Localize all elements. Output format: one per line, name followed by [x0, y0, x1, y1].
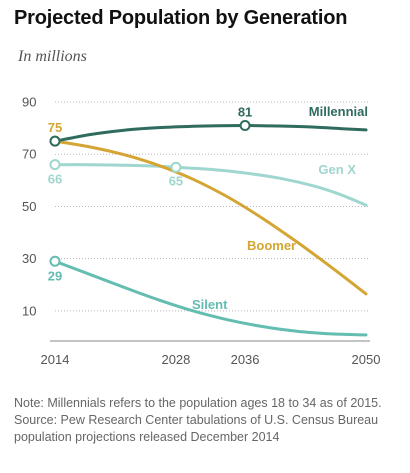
millennial-series-label: Millennial — [309, 104, 368, 119]
y-tick-label: 10 — [22, 303, 36, 318]
series-labels: 66 65 29 75 81 Gen X Silent Boomer Millennial — [48, 104, 368, 312]
source-text: Source: Pew Research Center tabulations … — [14, 413, 379, 444]
millennial-point-marker — [239, 119, 251, 131]
silent-series-label: Silent — [192, 297, 228, 312]
gen-x-data-label: 65 — [169, 173, 183, 188]
silent-line — [53, 259, 368, 337]
x-axis-ticks: 2014 2028 2036 2050 — [41, 352, 381, 367]
x-tick-label: 2014 — [41, 352, 70, 367]
millennial-data-label: 81 — [238, 104, 252, 119]
series-lines — [53, 124, 368, 337]
chart-title: Projected Population by Generation — [14, 7, 348, 29]
x-tick-label: 2050 — [352, 352, 381, 367]
boomer-data-label: 75 — [48, 120, 62, 135]
millennial-line — [53, 124, 368, 143]
boomer-line — [53, 139, 368, 296]
boomer-series-label: Boomer — [247, 238, 296, 253]
data-point-markers — [49, 119, 251, 267]
gen-x-data-label: 66 — [48, 172, 62, 187]
y-axis-ticks: 10 30 50 70 90 — [22, 95, 36, 319]
silent-point-marker — [49, 255, 61, 267]
gen-x-point-marker — [170, 161, 182, 173]
millennial-point-marker — [49, 135, 61, 147]
chart-note: Note: Millennials refers to the populati… — [14, 395, 404, 446]
x-tick-label: 2028 — [161, 352, 190, 367]
y-tick-label: 70 — [22, 147, 36, 162]
y-tick-label: 30 — [22, 251, 36, 266]
gen-x-line — [53, 163, 368, 207]
line-chart: 10 30 50 70 90 2014 2028 2036 2050 66 65 29 75 81 Ge… — [22, 95, 381, 368]
x-tick-label: 2036 — [231, 352, 260, 367]
chart-subtitle: In millions — [18, 48, 87, 65]
gen-x-point-marker — [49, 159, 61, 171]
y-tick-label: 50 — [22, 199, 36, 214]
y-tick-label: 90 — [22, 95, 36, 110]
note-text: Note: Millennials refers to the populati… — [14, 396, 382, 410]
gen-x-series-label: Gen X — [318, 162, 356, 177]
silent-data-label: 29 — [48, 268, 62, 283]
